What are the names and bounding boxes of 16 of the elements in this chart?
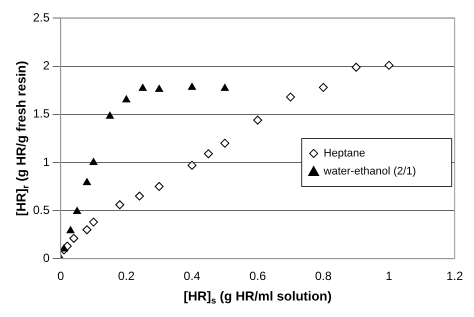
x-tick-label: 0 bbox=[57, 269, 64, 284]
x-tick-label: 1 bbox=[386, 269, 393, 284]
x-tick-label: 0.6 bbox=[249, 269, 266, 284]
y-tick-label: 1.5 bbox=[32, 106, 50, 121]
legend-label: water-ethanol (2/1) bbox=[322, 165, 416, 178]
x-tick-label: 1.2 bbox=[446, 269, 464, 284]
x-tick-label: 0.4 bbox=[184, 269, 201, 284]
y-tick-label: 2.5 bbox=[32, 10, 50, 25]
legend-label: Heptane bbox=[324, 147, 366, 160]
y-axis-title: [HR]r (g HR/g fresh resin) bbox=[14, 60, 30, 216]
x-tick-label: 0.2 bbox=[118, 269, 136, 284]
y-tick-label: 0 bbox=[42, 250, 50, 265]
y-tick-label: 0.5 bbox=[32, 202, 50, 217]
y-tick-label: 1 bbox=[42, 154, 50, 169]
x-tick-label: 0.8 bbox=[314, 269, 332, 284]
y-tick-label: 2 bbox=[42, 58, 50, 73]
